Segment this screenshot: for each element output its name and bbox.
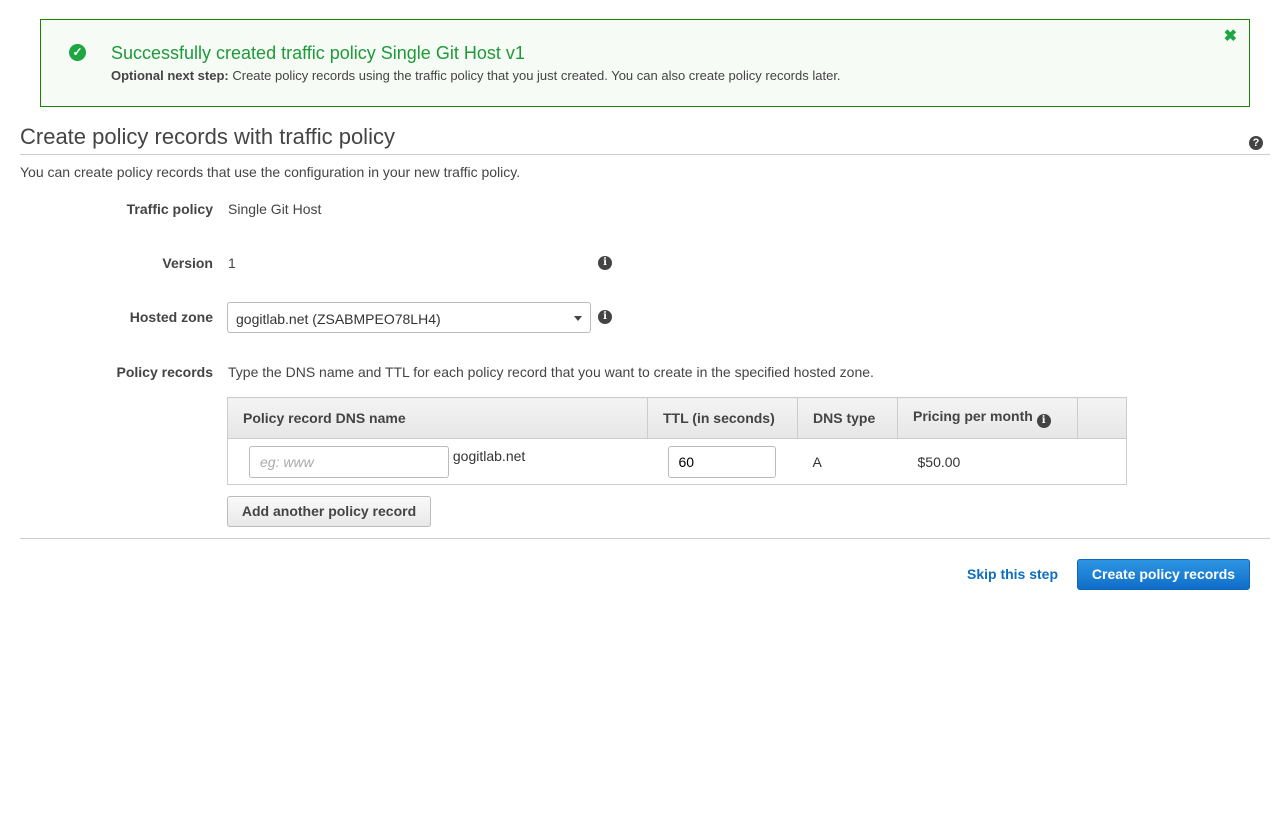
table-header: Policy record DNS name TTL (in seconds) … <box>227 397 1127 439</box>
dns-name-input[interactable] <box>249 445 449 478</box>
create-policy-records-button[interactable]: Create policy records <box>1077 559 1250 590</box>
page-description: You can create policy records that use t… <box>20 164 521 180</box>
caret-down-icon <box>574 316 582 321</box>
hosted-zone-value: gogitlab.net (ZSABMPEO78LH4) <box>236 311 441 327</box>
traffic-policy-label: Traffic policy <box>126 201 213 217</box>
hosted-zone-select[interactable]: gogitlab.net (ZSABMPEO78LH4) <box>227 302 591 333</box>
header-ttl: TTL (in seconds) <box>647 397 798 439</box>
header-dns-name: Policy record DNS name <box>227 397 648 439</box>
version-label: Version <box>162 255 213 271</box>
version-value: 1 <box>228 255 236 271</box>
header-pricing: Pricing per month i <box>897 397 1078 439</box>
skip-step-link[interactable]: Skip this step <box>967 566 1059 582</box>
policy-records-table: Policy record DNS name TTL (in seconds) … <box>227 397 1127 485</box>
divider <box>20 154 1270 155</box>
header-dns-type: DNS type <box>797 397 898 439</box>
flash-title: Successfully created traffic policy Sing… <box>111 43 525 63</box>
help-icon[interactable]: ? <box>1249 136 1263 150</box>
table-row: gogitlab.net A $50.00 <box>227 438 1127 485</box>
domain-suffix: gogitlab.net <box>452 447 526 464</box>
header-empty <box>1077 397 1127 439</box>
ttl-input[interactable] <box>667 445 776 478</box>
add-policy-record-button[interactable]: Add another policy record <box>227 496 431 527</box>
price-cell: $50.00 <box>897 438 1078 485</box>
close-icon[interactable]: ✖ <box>1223 28 1237 45</box>
divider <box>20 538 1270 539</box>
traffic-policy-value: Single Git Host <box>228 201 322 217</box>
flash-subtitle: Optional next step: Create policy record… <box>111 68 841 83</box>
hosted-zone-label: Hosted zone <box>129 309 213 325</box>
page-title: Create policy records with traffic polic… <box>20 124 395 149</box>
flash-sub-text: Create policy records using the traffic … <box>228 68 841 83</box>
info-icon[interactable]: i <box>598 256 612 270</box>
policy-records-label: Policy records <box>116 364 214 380</box>
success-flash: ✓ Successfully created traffic policy Si… <box>40 19 1250 107</box>
flash-sub-bold: Optional next step: <box>111 68 229 83</box>
empty-cell <box>1077 438 1127 485</box>
info-icon[interactable]: i <box>598 310 612 324</box>
dns-type-cell: A <box>797 438 898 485</box>
check-circle-icon: ✓ <box>69 44 86 61</box>
policy-records-help: Type the DNS name and TTL for each polic… <box>228 364 874 380</box>
info-icon[interactable]: i <box>1036 414 1051 428</box>
header-pricing-label: Pricing per month <box>913 408 1033 424</box>
